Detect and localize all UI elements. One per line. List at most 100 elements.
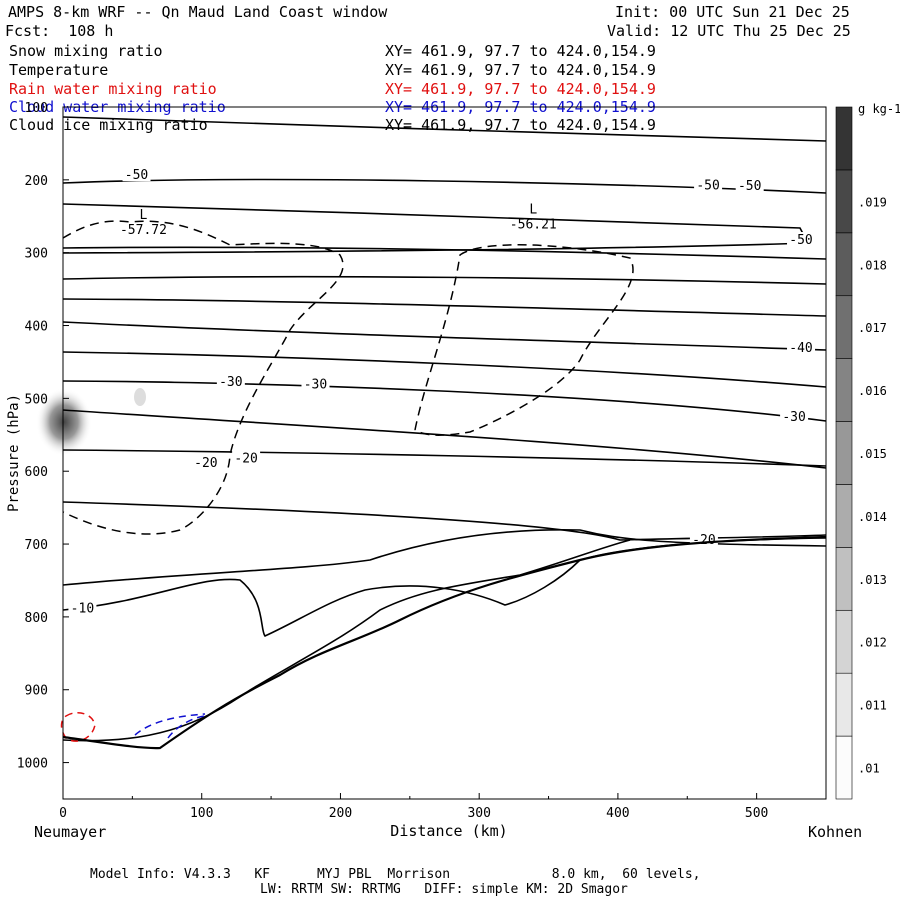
temp-label-bg xyxy=(191,454,220,469)
isotherm-line xyxy=(62,351,827,388)
temp-label-bg xyxy=(735,178,764,193)
isotherm-line xyxy=(62,178,827,194)
x-axis: 0 100 200 300 400 500 xyxy=(59,793,768,821)
temp-label-bg xyxy=(694,177,723,192)
init-time: Init: 00 UTC Sun 21 Dec 25 xyxy=(615,3,850,21)
temperature-label: -50 xyxy=(789,233,812,248)
colorbar-bin xyxy=(835,547,853,611)
temp-label-bg xyxy=(122,167,151,182)
colorbar-label: .019 xyxy=(858,195,887,209)
temp-label-bg xyxy=(216,374,245,389)
temp-label-bg xyxy=(301,376,330,391)
y-axis-label: Pressure (hPa) xyxy=(6,394,22,512)
y-tick-label: 700 xyxy=(25,538,48,553)
low-value: -57.72 xyxy=(120,223,167,238)
footer-line1: Model Info: V4.3.3 KF MYJ PBL Morrison 8… xyxy=(90,867,701,882)
right-endpoint: Kohnen xyxy=(808,823,862,841)
valid-time: Valid: 12 UTC Thu 25 Dec 25 xyxy=(607,22,851,40)
isotherm-line xyxy=(62,539,631,742)
y-tick-label: 500 xyxy=(25,392,48,407)
snow-shading-blob xyxy=(36,388,92,456)
temperature-label: -30 xyxy=(782,410,805,425)
isotherm-line xyxy=(62,380,827,422)
cloud-water-contour xyxy=(134,713,206,739)
isotherm-line xyxy=(62,501,827,541)
cloud-water-contours xyxy=(134,713,206,739)
temperature-label: -30 xyxy=(219,375,242,390)
colorbar-label: .015 xyxy=(858,447,887,461)
temperature-label: -30 xyxy=(304,377,327,392)
colorbar-label: .01 xyxy=(858,762,880,776)
temperature-label: -20 xyxy=(692,533,715,548)
plot-area: -50-50 -50-50-40-30 -30-30-20 -20-20-10 L-5… xyxy=(36,106,827,800)
temperature-label: -50 xyxy=(125,168,148,183)
left-endpoint: Neumayer xyxy=(34,823,106,841)
field-snow-name: Snow mixing ratio xyxy=(9,42,163,60)
isotherm-line xyxy=(62,528,827,586)
isotherm-line xyxy=(62,275,827,285)
colorbar-bin xyxy=(835,609,853,674)
chart-title: AMPS 8-km WRF -- Qn Maud Land Coast wind… xyxy=(8,3,388,21)
field-cloudice-name: Cloud ice mixing ratio xyxy=(9,116,208,134)
x-axis-label: Distance (km) xyxy=(390,822,507,840)
colorbar-bin xyxy=(835,358,853,422)
x-tick-label: 0 xyxy=(59,806,67,821)
colorbar-bin xyxy=(835,295,853,359)
field-temp-xy: XY= 461.9, 97.7 to 424.0,154.9 xyxy=(385,61,656,79)
isotherm-line xyxy=(62,298,827,317)
rain-contours xyxy=(60,712,96,742)
low-marker: L xyxy=(529,203,537,218)
y-tick-label: 100 xyxy=(25,101,48,116)
isotherm-line xyxy=(62,203,810,254)
y-axis: 100 200 300 400 500 600 700 800 900 1000 xyxy=(17,101,69,772)
low-value: -56.21 xyxy=(510,218,557,233)
colorbar-unit: g kg-1 xyxy=(858,102,900,116)
colorbar-label: .017 xyxy=(858,321,887,335)
temperature-contours xyxy=(62,116,827,742)
colorbar-label: .014 xyxy=(858,510,887,524)
cloud-ice-contour xyxy=(414,244,634,436)
plot-frame xyxy=(62,106,827,800)
temperature-label: -40 xyxy=(789,341,812,356)
y-tick-label: 800 xyxy=(25,611,48,626)
temperature-label: -20 xyxy=(234,452,257,467)
field-snow-xy: XY= 461.9, 97.7 to 424.0,154.9 xyxy=(385,42,656,60)
colorbar-bin xyxy=(835,169,853,234)
isotherm-line xyxy=(62,321,827,351)
x-tick-label: 400 xyxy=(606,806,629,821)
field-cloudice-xy: XY= 461.9, 97.7 to 424.0,154.9 xyxy=(385,116,656,134)
isotherm-line xyxy=(62,537,827,637)
temperature-labels: -50 -50 -50 -50 -40 -30 -30 -30 -20 -20 -20 -10 xyxy=(68,167,816,617)
field-rain-name: Rain water mixing ratio xyxy=(9,80,217,98)
temp-label-bg xyxy=(780,409,809,424)
colorbar-label: .012 xyxy=(858,636,887,650)
temp-label-bg xyxy=(68,600,97,615)
low-labels: L-57.72L-56.21 xyxy=(120,203,557,238)
colorbar-bin xyxy=(835,735,853,800)
field-temp-name: Temperature xyxy=(9,61,109,79)
y-tick-label: 300 xyxy=(25,247,48,262)
colorbar-label: .013 xyxy=(858,573,887,587)
snow-shading-small xyxy=(134,388,146,406)
colorbar-label: .018 xyxy=(858,258,887,272)
cloud-ice-contour xyxy=(62,220,344,535)
colorbar: .01 .011 .012 .013 .014 .015 .016 .017 .018 .019 xyxy=(835,106,887,800)
colorbar-label: .011 xyxy=(858,699,887,713)
forecast-hour: Fcst: 108 h xyxy=(5,22,114,40)
y-tick-label: 600 xyxy=(25,465,48,480)
temp-label-bg xyxy=(787,339,816,354)
temperature-label: -10 xyxy=(71,602,94,617)
x-tick-label: 200 xyxy=(329,806,352,821)
y-tick-label: 400 xyxy=(25,320,48,335)
colorbar-bin xyxy=(835,232,853,297)
x-tick-label: 500 xyxy=(745,806,768,821)
colorbar-bin xyxy=(835,106,853,171)
y-tick-label: 900 xyxy=(25,684,48,699)
rain-contour xyxy=(60,712,96,742)
field-rain-xy: XY= 461.9, 97.7 to 424.0,154.9 xyxy=(385,80,656,98)
colorbar-bin xyxy=(835,484,853,548)
cloud-ice-contours xyxy=(62,220,634,535)
x-tick-label: 300 xyxy=(467,806,490,821)
isotherm-line xyxy=(62,116,827,142)
